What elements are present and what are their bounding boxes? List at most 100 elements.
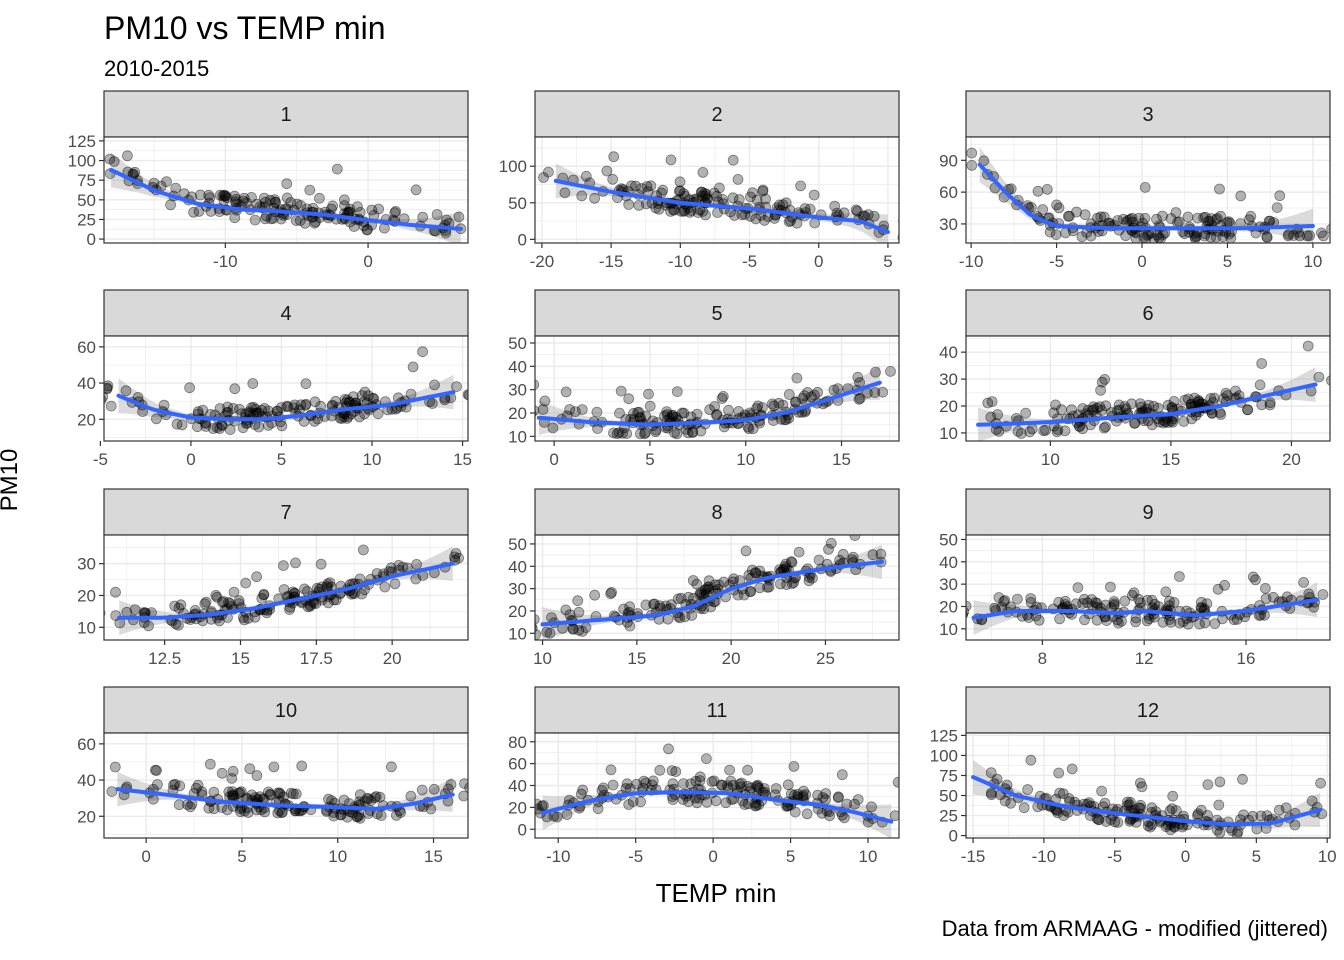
data-point xyxy=(773,397,785,409)
data-point xyxy=(1289,819,1301,831)
data-point xyxy=(742,780,753,792)
data-point xyxy=(1192,808,1204,820)
data-point xyxy=(108,156,120,167)
data-point xyxy=(161,176,172,188)
x-tick-label: 12.5 xyxy=(148,649,181,668)
data-point xyxy=(1139,181,1151,193)
data-point xyxy=(385,761,397,773)
data-point xyxy=(729,209,740,221)
data-point xyxy=(85,604,95,614)
y-tick-label: 100 xyxy=(68,152,96,171)
plot-area xyxy=(535,365,896,440)
data-point xyxy=(305,599,316,611)
data-point xyxy=(807,572,818,584)
data-point xyxy=(535,803,544,815)
data-point xyxy=(278,791,289,803)
smooth-confidence-band xyxy=(979,147,1313,243)
data-point xyxy=(1174,617,1186,629)
data-point xyxy=(348,221,360,233)
data-point xyxy=(670,766,682,777)
scatter-points xyxy=(966,571,1329,630)
data-point xyxy=(728,573,739,585)
data-point xyxy=(1056,404,1067,416)
data-point xyxy=(368,393,380,405)
data-point xyxy=(246,402,257,414)
data-point xyxy=(196,786,208,798)
data-point xyxy=(54,789,64,799)
data-point xyxy=(683,796,694,808)
loess-smooth-line xyxy=(540,790,894,824)
data-point xyxy=(849,798,860,810)
data-point xyxy=(264,194,276,206)
data-point xyxy=(1052,807,1064,819)
data-point xyxy=(985,411,997,423)
data-point xyxy=(573,606,585,618)
data-point xyxy=(688,592,699,604)
data-point xyxy=(834,554,845,566)
data-point xyxy=(1135,802,1146,814)
data-point xyxy=(1113,404,1125,416)
data-point xyxy=(781,579,792,590)
data-point xyxy=(614,407,625,419)
y-tick-label: 40 xyxy=(508,357,527,376)
data-point xyxy=(966,606,970,617)
data-point xyxy=(1186,413,1198,425)
data-point xyxy=(966,147,978,159)
data-point xyxy=(1202,810,1213,821)
data-point xyxy=(1255,810,1267,822)
data-point xyxy=(1116,615,1127,627)
data-point xyxy=(785,788,797,800)
data-point xyxy=(648,599,659,610)
data-point xyxy=(1178,416,1190,427)
data-point xyxy=(1317,589,1329,600)
x-tick-label: 15 xyxy=(231,649,250,668)
data-point xyxy=(365,795,377,806)
data-point xyxy=(711,190,723,202)
data-point xyxy=(464,782,468,793)
data-point xyxy=(104,382,113,394)
data-point xyxy=(458,790,468,802)
data-point xyxy=(1166,803,1178,815)
data-point xyxy=(357,544,369,556)
data-point xyxy=(1326,375,1330,386)
plot-area xyxy=(535,743,899,838)
data-point xyxy=(653,203,665,215)
data-point xyxy=(1157,417,1169,429)
data-point xyxy=(339,200,350,212)
data-point xyxy=(955,137,965,147)
data-point xyxy=(1260,593,1272,604)
data-point xyxy=(431,209,443,220)
data-point xyxy=(224,424,236,436)
data-point xyxy=(820,788,832,799)
data-point xyxy=(1105,581,1116,593)
data-point xyxy=(868,210,880,222)
data-point xyxy=(647,775,659,787)
data-point xyxy=(249,611,261,623)
x-tick-label: 0 xyxy=(814,252,823,271)
data-point xyxy=(1108,598,1120,610)
y-tick-label: 100 xyxy=(930,746,958,765)
data-point xyxy=(1304,230,1316,242)
data-point xyxy=(104,391,109,403)
loess-smooth-line xyxy=(976,382,1318,427)
y-tick-label: 30 xyxy=(939,215,958,234)
data-point xyxy=(746,564,758,576)
data-point xyxy=(264,788,276,800)
data-point xyxy=(208,786,220,798)
data-point xyxy=(747,187,758,199)
data-point xyxy=(129,166,141,178)
data-point xyxy=(1171,805,1182,816)
data-point xyxy=(1168,597,1180,608)
data-point xyxy=(1204,215,1215,227)
data-point xyxy=(1077,403,1089,414)
data-point xyxy=(267,212,279,224)
data-point xyxy=(615,385,627,397)
data-point xyxy=(671,428,683,440)
data-point xyxy=(683,591,694,603)
data-point xyxy=(1096,785,1107,797)
data-point xyxy=(675,205,687,217)
data-point xyxy=(366,204,378,216)
data-point xyxy=(611,428,623,440)
data-point xyxy=(250,403,261,415)
data-point xyxy=(1162,399,1174,411)
